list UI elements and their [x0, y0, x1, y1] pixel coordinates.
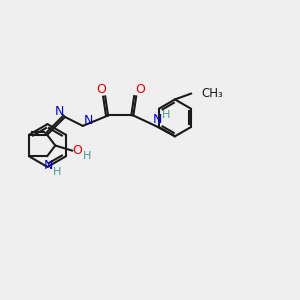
- Text: CH₃: CH₃: [202, 87, 224, 100]
- Text: N: N: [55, 105, 64, 118]
- Text: N: N: [152, 113, 162, 126]
- Text: O: O: [135, 83, 145, 96]
- Text: N: N: [83, 114, 93, 127]
- Text: H: H: [82, 151, 91, 161]
- Text: H: H: [162, 110, 170, 121]
- Text: N: N: [44, 159, 53, 172]
- Text: H: H: [53, 167, 62, 177]
- Text: O: O: [72, 144, 82, 157]
- Text: O: O: [97, 83, 106, 96]
